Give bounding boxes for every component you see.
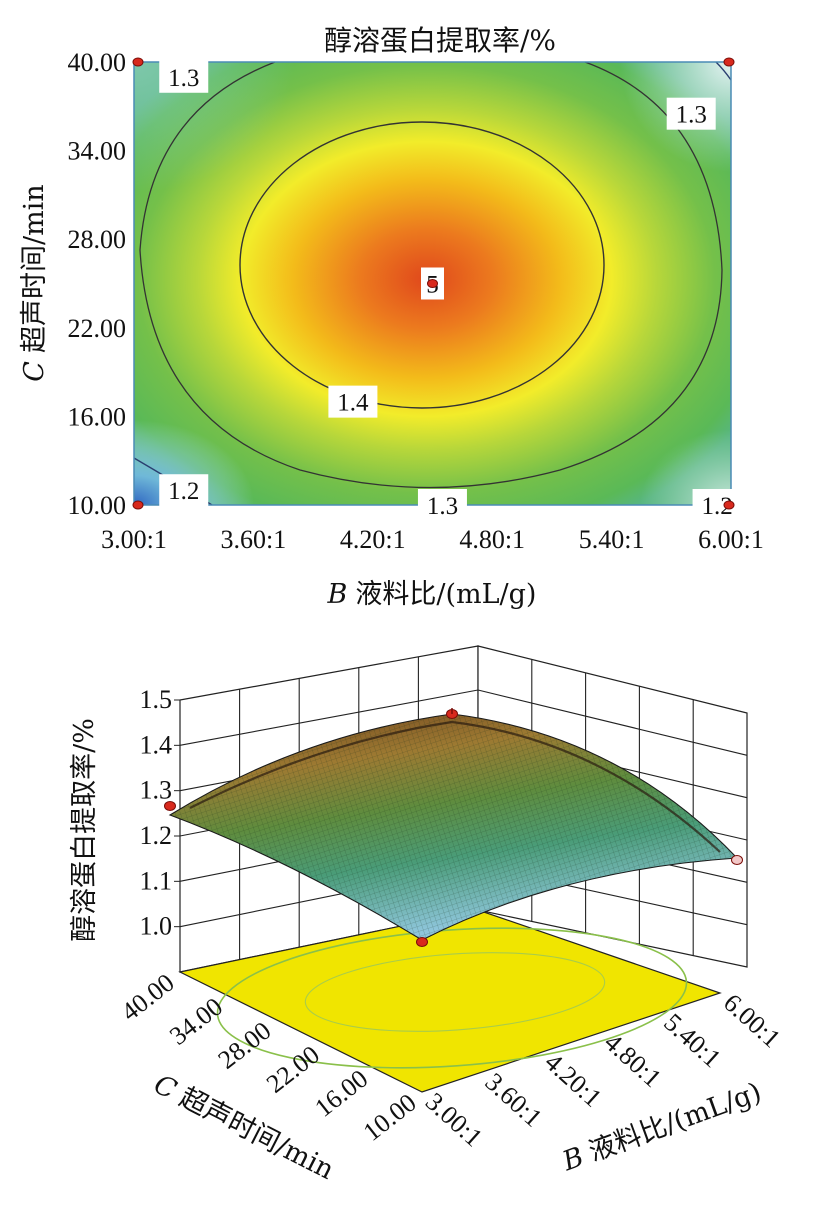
contour-label: 1.3 — [666, 97, 716, 130]
c-tick-label: 34.00 — [164, 992, 228, 1051]
contour-label: 1.3 — [417, 489, 467, 521]
design-point — [427, 279, 438, 288]
design-point — [723, 500, 735, 510]
wall-gridline — [179, 689, 479, 746]
z-tick-label: 1.0 — [140, 912, 173, 941]
c-axis-label: C超声时间/min — [149, 1069, 339, 1186]
z-tick-label: 1.4 — [140, 730, 173, 759]
wall-gridline — [477, 689, 748, 756]
contour-label: 1.2 — [692, 489, 742, 521]
y-tick-label: 34.00 — [68, 137, 127, 166]
floor-plane — [178, 909, 722, 1093]
contour-line-1.2-right — [715, 61, 732, 81]
design-points — [132, 57, 735, 510]
heatmap-corner-top-left — [134, 62, 294, 192]
c-tick-label: 40.00 — [116, 968, 180, 1027]
y-tick-label: 10.00 — [68, 491, 127, 520]
contour-label: 1.2 — [159, 474, 209, 507]
contour-label-text: 1.2 — [168, 478, 199, 505]
contour-label-box — [159, 60, 209, 93]
surface-design-point — [416, 937, 428, 947]
contour-labels: 1.21.21.31.31.31.45 — [159, 60, 742, 521]
z-tick-labels: 1.0 1.1 1.2 1.3 1.4 1.5 — [140, 685, 180, 941]
z-tick-label: 1.2 — [140, 821, 173, 850]
contour-line-1.4 — [239, 121, 605, 409]
floor-contour — [216, 927, 688, 1069]
x-tick-label: 3.00:1 — [101, 525, 167, 554]
y-tick-label: 40.00 — [68, 48, 127, 77]
z-tick-label: 1.1 — [140, 866, 173, 895]
contour-label-box — [159, 474, 209, 507]
c-tick-label: 28.00 — [213, 1016, 277, 1075]
surface-design-point — [164, 801, 176, 811]
b-tick-label: 3.60:1 — [480, 1067, 548, 1133]
surface-design-points — [164, 708, 743, 947]
contour-label-text: 1.3 — [427, 493, 458, 520]
y-axis-label: C超声时间/min — [19, 184, 50, 381]
x-axis-label: B 液料比/(mL/g) — [327, 579, 537, 610]
y-tick-labels: 10.00 16.00 22.00 28.00 34.00 40.00 — [68, 48, 127, 520]
contour-label: 1.4 — [328, 385, 378, 418]
floor-contour-inner — [304, 952, 606, 1032]
x-tick-label: 4.80:1 — [459, 525, 525, 554]
c-tick-label: 16.00 — [309, 1064, 373, 1123]
response-surface-mesh — [170, 714, 737, 940]
c-tick-label: 22.00 — [261, 1040, 325, 1099]
x-tick-label: 4.20:1 — [340, 525, 406, 554]
contour-plot-area — [133, 61, 732, 506]
surface-ridge-highlight — [189, 720, 721, 853]
y-tick-label: 22.00 — [68, 314, 127, 343]
b-tick-label: 5.40:1 — [658, 1008, 726, 1074]
contour-label-box — [417, 489, 467, 521]
z-tick-label: 1.3 — [140, 776, 173, 805]
contour-plot: 醇溶蛋白提取率/% 1.21.21.31.31.31.45 3.00:13.60… — [19, 24, 764, 610]
design-point — [132, 500, 144, 510]
contour-label-text: 1.3 — [676, 102, 707, 129]
contour-label: 1.3 — [159, 60, 209, 93]
b-tick-label: 6.00:1 — [718, 988, 786, 1054]
design-point — [132, 57, 144, 67]
b-tick-label: 4.20:1 — [539, 1047, 607, 1113]
surface-design-point — [731, 855, 743, 865]
contour-line-1.3 — [139, 61, 723, 489]
contour-label-box — [328, 385, 378, 418]
c-tick-label: 10.00 — [358, 1088, 422, 1147]
z-tick-label: 1.5 — [140, 685, 173, 714]
b-tick-label: 3.00:1 — [420, 1087, 488, 1153]
x-tick-label: 5.40:1 — [579, 525, 645, 554]
b-tick-label: 4.80:1 — [599, 1028, 667, 1094]
surface-plot: 1.01.11.21.31.41.5 40.0034.0028.0022.001… — [69, 645, 786, 1186]
contour-label-text: 1.3 — [168, 65, 199, 92]
x-tick-labels: 3.00:1 3.60:1 4.20:1 4.80:1 5.40:1 6.00:1 — [101, 525, 764, 554]
contour-label-text: 1.4 — [337, 390, 369, 417]
z-axis-label: 醇溶蛋白提取率/% — [69, 718, 100, 942]
contour-label-box — [666, 97, 716, 130]
y-tick-label: 16.00 — [68, 402, 127, 431]
design-point — [723, 57, 735, 67]
y-tick-label: 28.00 — [68, 225, 127, 254]
contour-title: 醇溶蛋白提取率/% — [324, 24, 556, 57]
x-tick-label: 6.00:1 — [698, 525, 764, 554]
x-tick-label: 3.60:1 — [221, 525, 287, 554]
